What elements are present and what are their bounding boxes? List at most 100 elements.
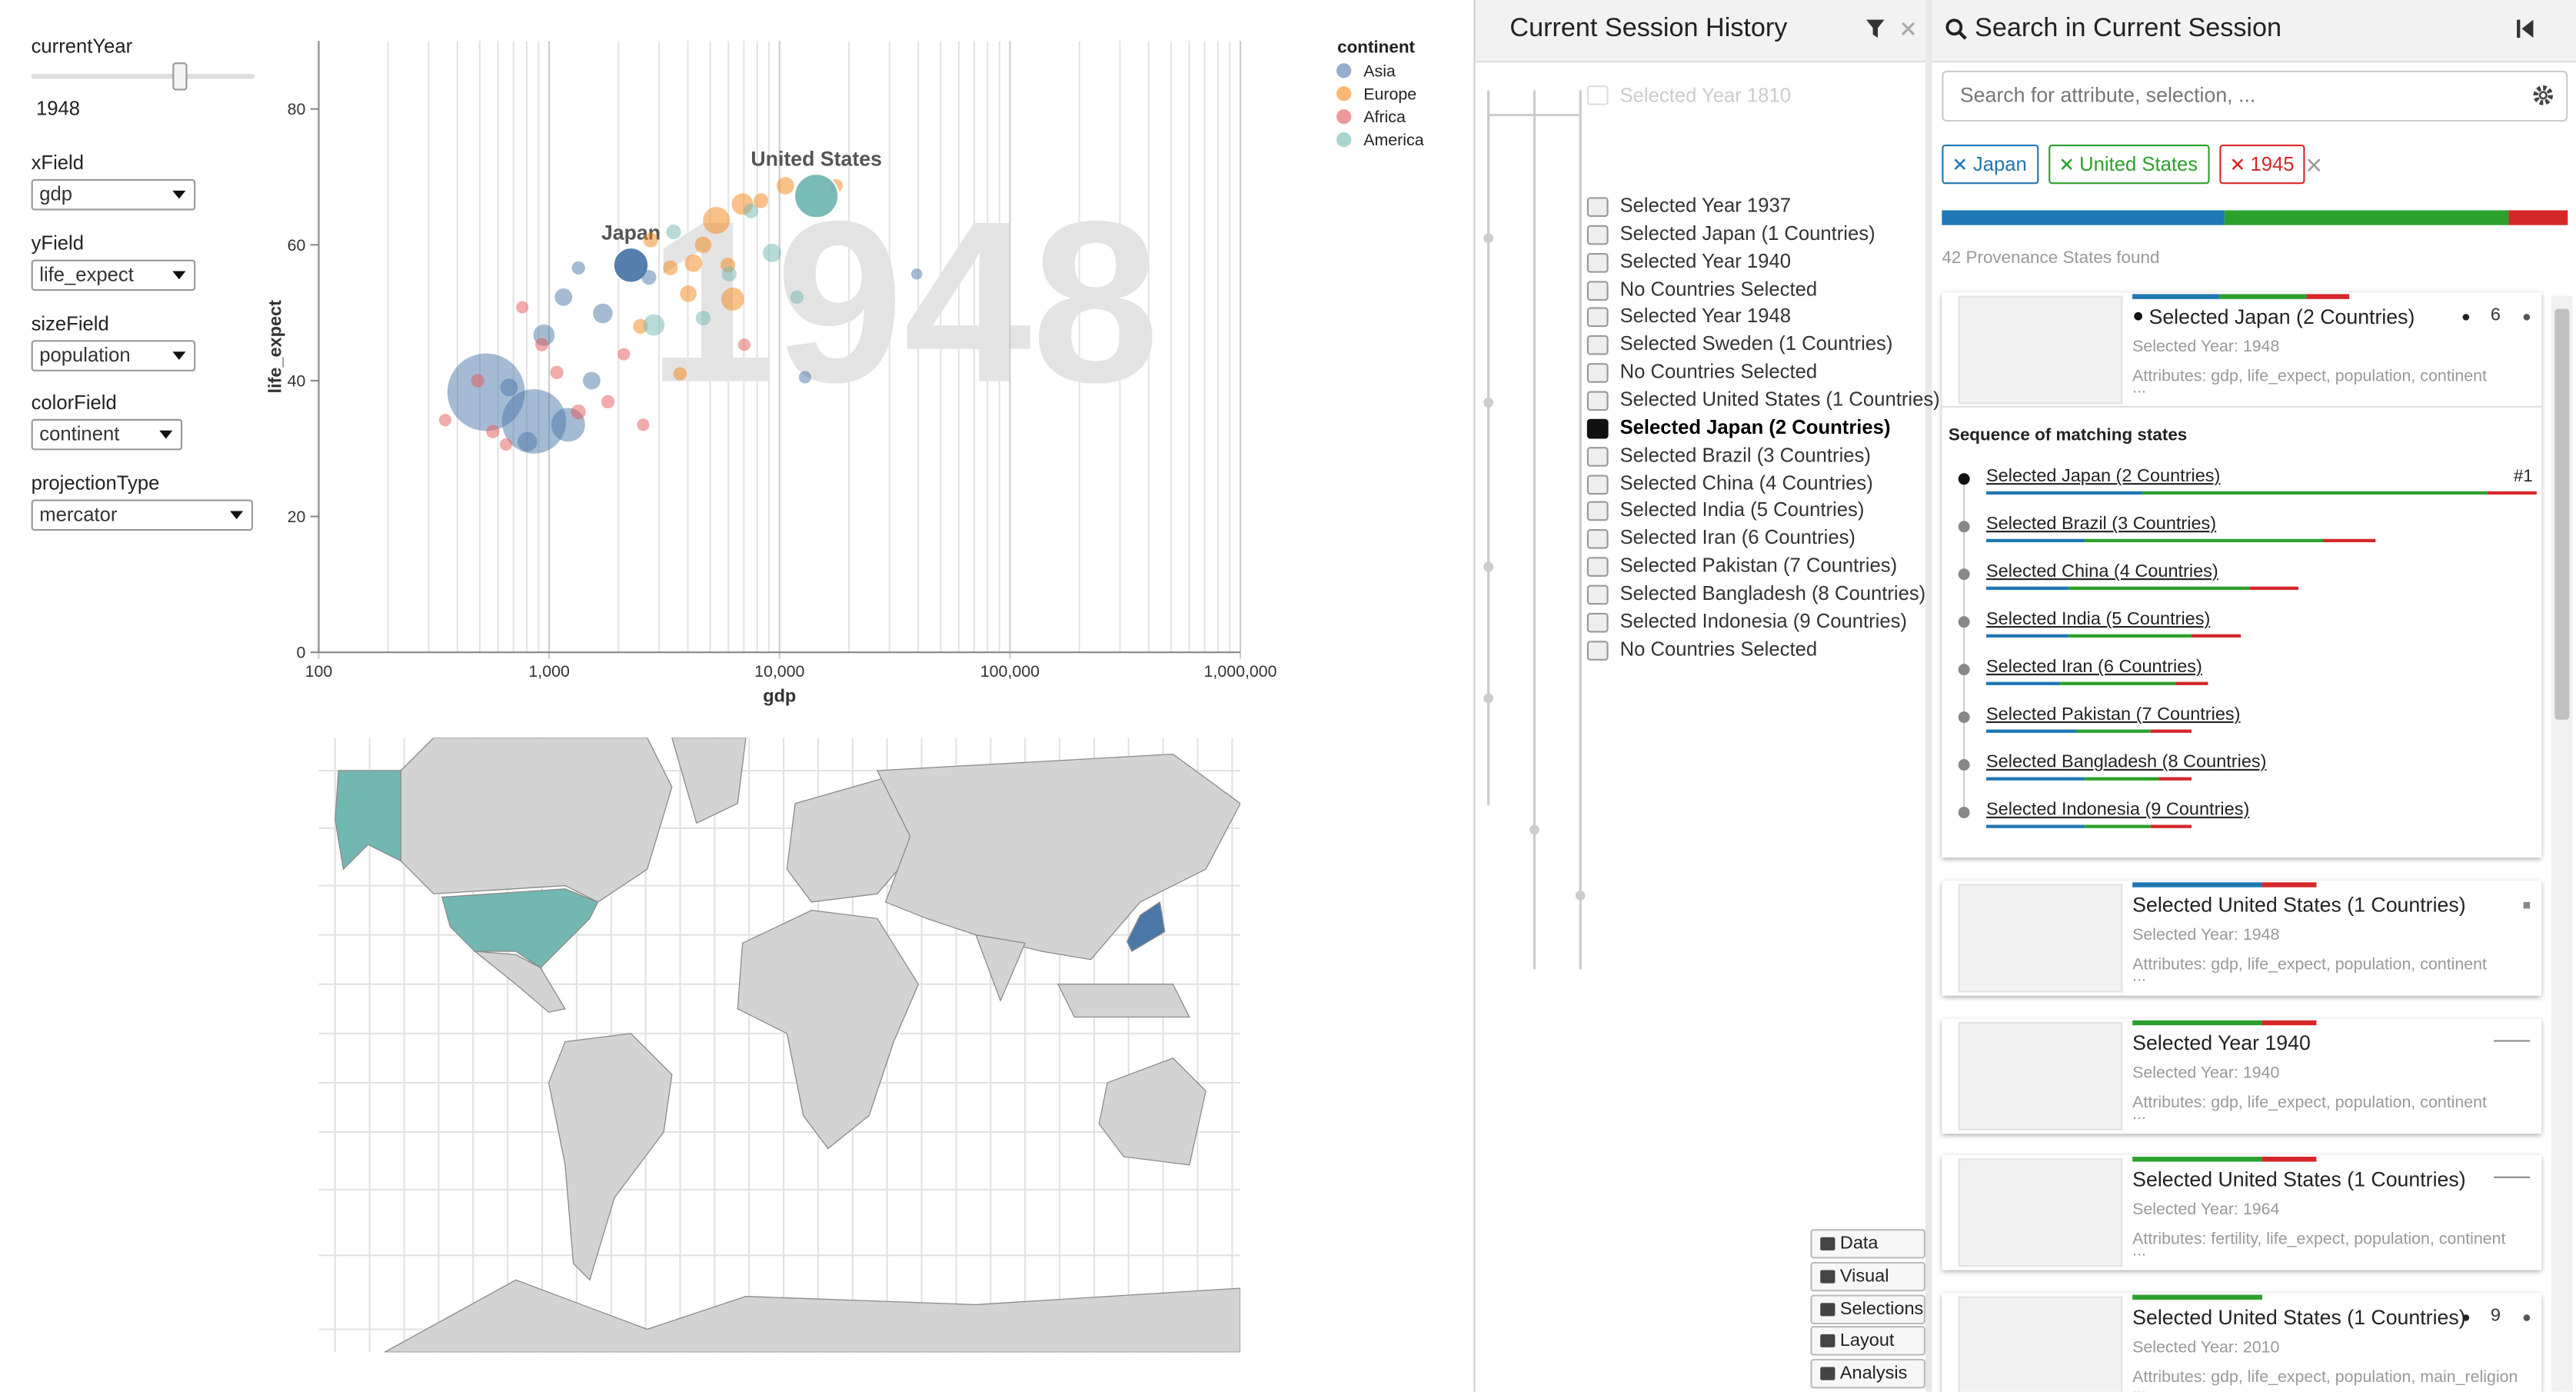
bubble[interactable] xyxy=(643,232,658,248)
history-item[interactable]: No Countries Selected xyxy=(1619,637,1818,660)
bubble[interactable] xyxy=(593,303,613,324)
bubble[interactable] xyxy=(550,365,564,380)
field-select[interactable]: population xyxy=(31,340,196,371)
view-button[interactable]: Layout xyxy=(1810,1326,1925,1356)
country[interactable] xyxy=(473,951,566,1013)
tag-remove[interactable] xyxy=(1953,158,1966,171)
slider-thumb[interactable] xyxy=(172,62,188,91)
bubble[interactable] xyxy=(571,404,586,420)
country[interactable] xyxy=(737,909,920,1150)
sequence-item[interactable]: Selected India (5 Countries) xyxy=(1986,609,2211,630)
history-item[interactable]: Selected Brazil (3 Countries) xyxy=(1619,443,1871,466)
search-input[interactable] xyxy=(1942,70,2568,122)
country-highlight[interactable] xyxy=(334,770,401,871)
country[interactable] xyxy=(975,934,1027,1002)
result-card[interactable]: Selected United States (1 Countries) Sele… xyxy=(1942,1293,2542,1392)
view-button[interactable]: Visual xyxy=(1810,1261,1925,1292)
sequence-item[interactable]: Selected Pakistan (7 Countries) xyxy=(1986,704,2241,725)
bubble[interactable] xyxy=(721,288,744,311)
result-card[interactable]: Selected United States (1 Countries) Sele… xyxy=(1942,881,2542,996)
country[interactable] xyxy=(384,1279,1241,1353)
country[interactable] xyxy=(1098,1057,1206,1166)
history-item[interactable]: Selected Year 1948 xyxy=(1619,305,1791,328)
scroll-thumb[interactable] xyxy=(2554,308,2570,720)
view-button[interactable]: Analysis xyxy=(1810,1358,1925,1389)
bubble[interactable] xyxy=(637,418,650,431)
bubble[interactable] xyxy=(753,193,769,208)
bubble[interactable] xyxy=(666,224,681,240)
bubble[interactable] xyxy=(776,177,794,195)
bubble[interactable] xyxy=(673,367,687,381)
bubble[interactable] xyxy=(684,254,703,272)
settings-icon[interactable] xyxy=(2531,84,2554,107)
bubble[interactable] xyxy=(721,266,737,281)
result-card[interactable]: Selected United States (1 Countries) Sele… xyxy=(1942,1154,2542,1270)
country[interactable] xyxy=(1057,984,1190,1018)
field-select[interactable]: mercator xyxy=(31,499,254,531)
clear-tags[interactable] xyxy=(2307,158,2321,172)
bubble[interactable] xyxy=(500,378,518,397)
history-item[interactable]: Selected Year 1940 xyxy=(1619,249,1791,272)
bubble[interactable] xyxy=(790,290,804,305)
country[interactable] xyxy=(400,738,673,903)
history-item[interactable]: No Countries Selected xyxy=(1619,277,1818,301)
history-item[interactable]: Selected Year 1810 xyxy=(1619,83,1791,107)
bubble[interactable] xyxy=(794,173,840,219)
sequence-item[interactable]: Selected Iran (6 Countries) xyxy=(1986,657,2202,678)
history-item[interactable]: Selected Sweden (1 Countries) xyxy=(1619,332,1893,356)
bubble[interactable] xyxy=(763,243,782,262)
sequence-item[interactable]: Selected Indonesia (9 Countries) xyxy=(1986,800,2250,821)
history-item[interactable]: Selected China (4 Countries) xyxy=(1619,471,1873,495)
bubble[interactable] xyxy=(744,203,759,218)
bubble[interactable] xyxy=(643,314,665,336)
view-button[interactable]: Data xyxy=(1810,1229,1925,1259)
field-select[interactable]: gdp xyxy=(31,178,196,211)
scrollbar[interactable] xyxy=(2551,295,2573,1392)
header-icons[interactable] xyxy=(1866,18,1919,42)
bubble[interactable] xyxy=(737,338,751,351)
history-item[interactable]: Selected Year 1937 xyxy=(1619,194,1791,218)
bubble[interactable] xyxy=(703,207,731,235)
sequence-item[interactable]: Selected Bangladesh (8 Countries) xyxy=(1986,752,2267,773)
tag-remove[interactable] xyxy=(2231,158,2244,171)
result-card[interactable]: Selected Year 1940 Selected Year: 1940 Att… xyxy=(1942,1018,2542,1134)
country[interactable] xyxy=(547,1033,673,1281)
bubble[interactable] xyxy=(663,260,678,276)
country[interactable] xyxy=(876,753,1241,961)
filter-tag[interactable]: Japan xyxy=(1942,145,2039,185)
history-item[interactable]: Selected India (5 Countries) xyxy=(1619,498,1865,521)
history-item[interactable]: Selected Iran (6 Countries) xyxy=(1619,526,1855,549)
bubble[interactable] xyxy=(680,285,697,302)
bubble[interactable] xyxy=(571,261,585,275)
country-highlight[interactable] xyxy=(441,888,599,969)
country[interactable] xyxy=(671,738,747,824)
history-item[interactable]: No Countries Selected xyxy=(1619,360,1818,384)
sequence-item[interactable]: Selected Japan (2 Countries) xyxy=(1986,466,2221,487)
bubble[interactable] xyxy=(486,425,500,438)
bubble[interactable] xyxy=(499,438,513,451)
history-item[interactable]: Selected Indonesia (9 Countries) xyxy=(1619,609,1907,633)
country-highlight[interactable] xyxy=(1126,901,1166,952)
bubble[interactable] xyxy=(612,247,650,284)
field-select[interactable]: life_expect xyxy=(31,259,196,291)
history-item[interactable]: Selected Japan (1 Countries) xyxy=(1619,221,1875,245)
view-button[interactable]: Selections xyxy=(1810,1294,1925,1325)
bubble[interactable] xyxy=(516,301,529,314)
bubble[interactable] xyxy=(694,236,712,254)
history-item[interactable]: Selected Japan (2 Countries) xyxy=(1619,415,1891,439)
bubble[interactable] xyxy=(583,371,601,390)
bubble[interactable] xyxy=(438,414,452,427)
history-item[interactable]: Selected Bangladesh (8 Countries) xyxy=(1619,581,1926,604)
filter-tag[interactable]: 1945 xyxy=(2218,145,2306,185)
bubble[interactable] xyxy=(798,371,811,384)
tag-remove[interactable] xyxy=(2060,158,2073,171)
result-card[interactable]: Selected Japan (2 Countries) Selected Yea… xyxy=(1942,292,2542,858)
bubble[interactable] xyxy=(695,311,711,326)
bubble[interactable] xyxy=(501,389,567,454)
bubble[interactable] xyxy=(471,374,484,388)
bubble[interactable] xyxy=(554,288,573,306)
bubble[interactable] xyxy=(601,395,615,408)
sequence-item[interactable]: Selected China (4 Countries) xyxy=(1986,561,2218,582)
filter-tag[interactable]: United States xyxy=(2048,145,2210,185)
field-select[interactable]: continent xyxy=(31,418,183,451)
